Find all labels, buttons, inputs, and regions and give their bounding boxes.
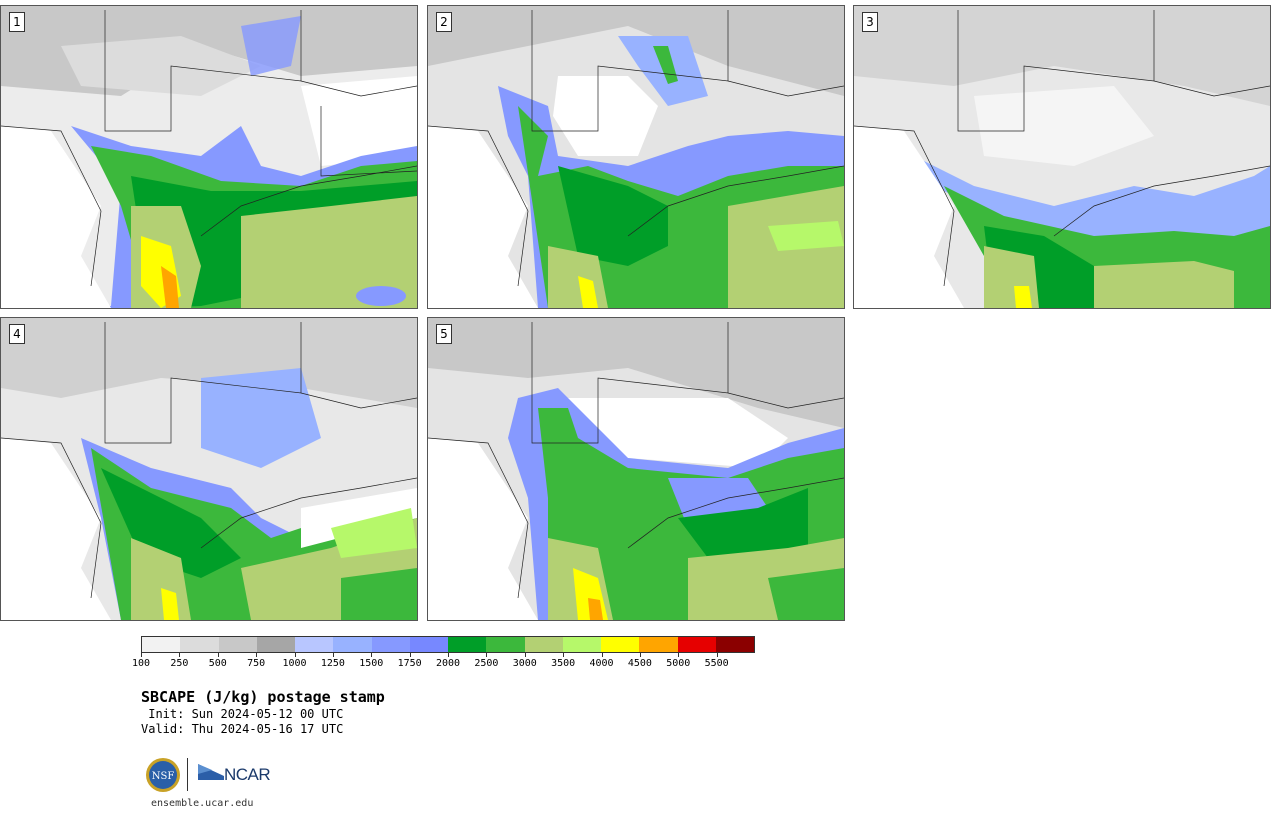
colorbar-tick-label: 3000 bbox=[512, 658, 537, 669]
colorbar-tick-label: 1250 bbox=[320, 658, 345, 669]
colorbar-tick-label: 750 bbox=[247, 658, 266, 669]
panel-number: 1 bbox=[9, 12, 25, 32]
colorbar-tick bbox=[256, 653, 258, 657]
colorbar-tick-label: 3500 bbox=[551, 658, 576, 669]
colorbar-tick bbox=[409, 653, 411, 657]
colorbar-swatch bbox=[562, 637, 601, 652]
colorbar-tick-label: 2500 bbox=[474, 658, 499, 669]
colorbar-tick-label: 1000 bbox=[282, 658, 307, 669]
colorbar-swatch bbox=[218, 637, 257, 652]
colorbar-tick bbox=[601, 653, 603, 657]
map-panel-3: 3 bbox=[853, 5, 1271, 309]
colorbar-tick bbox=[716, 653, 718, 657]
colorbar-tick bbox=[678, 653, 680, 657]
site-url: ensemble.ucar.edu bbox=[151, 798, 254, 809]
colorbar-swatch bbox=[639, 637, 678, 652]
colorbar-swatch bbox=[601, 637, 640, 652]
colorbar-tick-label: 100 bbox=[131, 658, 151, 669]
sbcape-map-5 bbox=[428, 318, 844, 620]
colorbar-swatch bbox=[677, 637, 716, 652]
colorbar-tick-label: 4500 bbox=[627, 658, 652, 669]
colorbar-swatch bbox=[486, 637, 525, 652]
colorbar-swatch bbox=[409, 637, 448, 652]
colorbar-tick bbox=[179, 653, 181, 657]
colorbar bbox=[141, 636, 755, 653]
colorbar-tick bbox=[524, 653, 526, 657]
sbcape-map-4 bbox=[1, 318, 417, 620]
map-panel-2: 2 bbox=[427, 5, 845, 309]
colorbar-swatch bbox=[524, 637, 563, 652]
colorbar-swatch bbox=[371, 637, 410, 652]
colorbar-ticks: 100 250 500 750 1000 1250 1500 1750 2000 2500 3000… bbox=[132, 653, 755, 673]
colorbar-tick bbox=[486, 653, 488, 657]
colorbar-tick bbox=[371, 653, 373, 657]
panel-number: 2 bbox=[436, 12, 452, 32]
colorbar-tick-label: 250 bbox=[170, 658, 189, 669]
colorbar-swatch bbox=[715, 637, 754, 652]
colorbar-swatch bbox=[333, 637, 372, 652]
init-time: Init: Sun 2024-05-12 00 UTC bbox=[141, 707, 344, 721]
nsf-logo-icon: NSF bbox=[146, 758, 180, 792]
colorbar-tick-label: 1750 bbox=[397, 658, 422, 669]
ncar-logo-icon bbox=[198, 764, 224, 780]
colorbar-tick bbox=[217, 653, 219, 657]
sbcape-map-3 bbox=[854, 6, 1270, 308]
plot-title: SBCAPE (J/kg) postage stamp bbox=[141, 688, 385, 706]
colorbar-tick-label: 500 bbox=[208, 658, 227, 669]
colorbar-swatch bbox=[256, 637, 295, 652]
logo-divider bbox=[187, 758, 188, 791]
panel-number: 3 bbox=[862, 12, 878, 32]
colorbar-tick-label: 2000 bbox=[435, 658, 461, 669]
svg-text:NSF: NSF bbox=[152, 771, 175, 782]
ncar-wordmark: NCAR bbox=[224, 765, 271, 784]
colorbar-tick bbox=[448, 653, 449, 657]
colorbar-swatch bbox=[142, 637, 181, 652]
map-panel-5: 5 bbox=[427, 317, 845, 621]
panel-number: 5 bbox=[436, 324, 452, 344]
colorbar-tick-label: 5500 bbox=[704, 658, 729, 669]
map-panel-4: 4 bbox=[0, 317, 418, 621]
colorbar-tick bbox=[639, 653, 641, 657]
colorbar-tick bbox=[294, 653, 296, 657]
colorbar-swatch bbox=[295, 637, 334, 652]
colorbar-tick-label: 5000 bbox=[666, 658, 691, 669]
sbcape-map-1 bbox=[1, 6, 417, 308]
map-panel-1: 1 bbox=[0, 5, 418, 309]
panel-number: 4 bbox=[9, 324, 25, 344]
colorbar-swatch bbox=[448, 637, 487, 652]
colorbar-tick bbox=[563, 653, 565, 657]
colorbar-tick bbox=[332, 653, 334, 657]
valid-time: Valid: Thu 2024-05-16 17 UTC bbox=[141, 722, 344, 736]
colorbar-swatch bbox=[180, 637, 219, 652]
colorbar-tick bbox=[141, 653, 142, 657]
logos: NSF NCAR bbox=[144, 757, 274, 793]
colorbar-tick-label: 1500 bbox=[359, 658, 384, 669]
colorbar-tick-label: 4000 bbox=[589, 658, 614, 669]
sbcape-map-2 bbox=[428, 6, 844, 308]
